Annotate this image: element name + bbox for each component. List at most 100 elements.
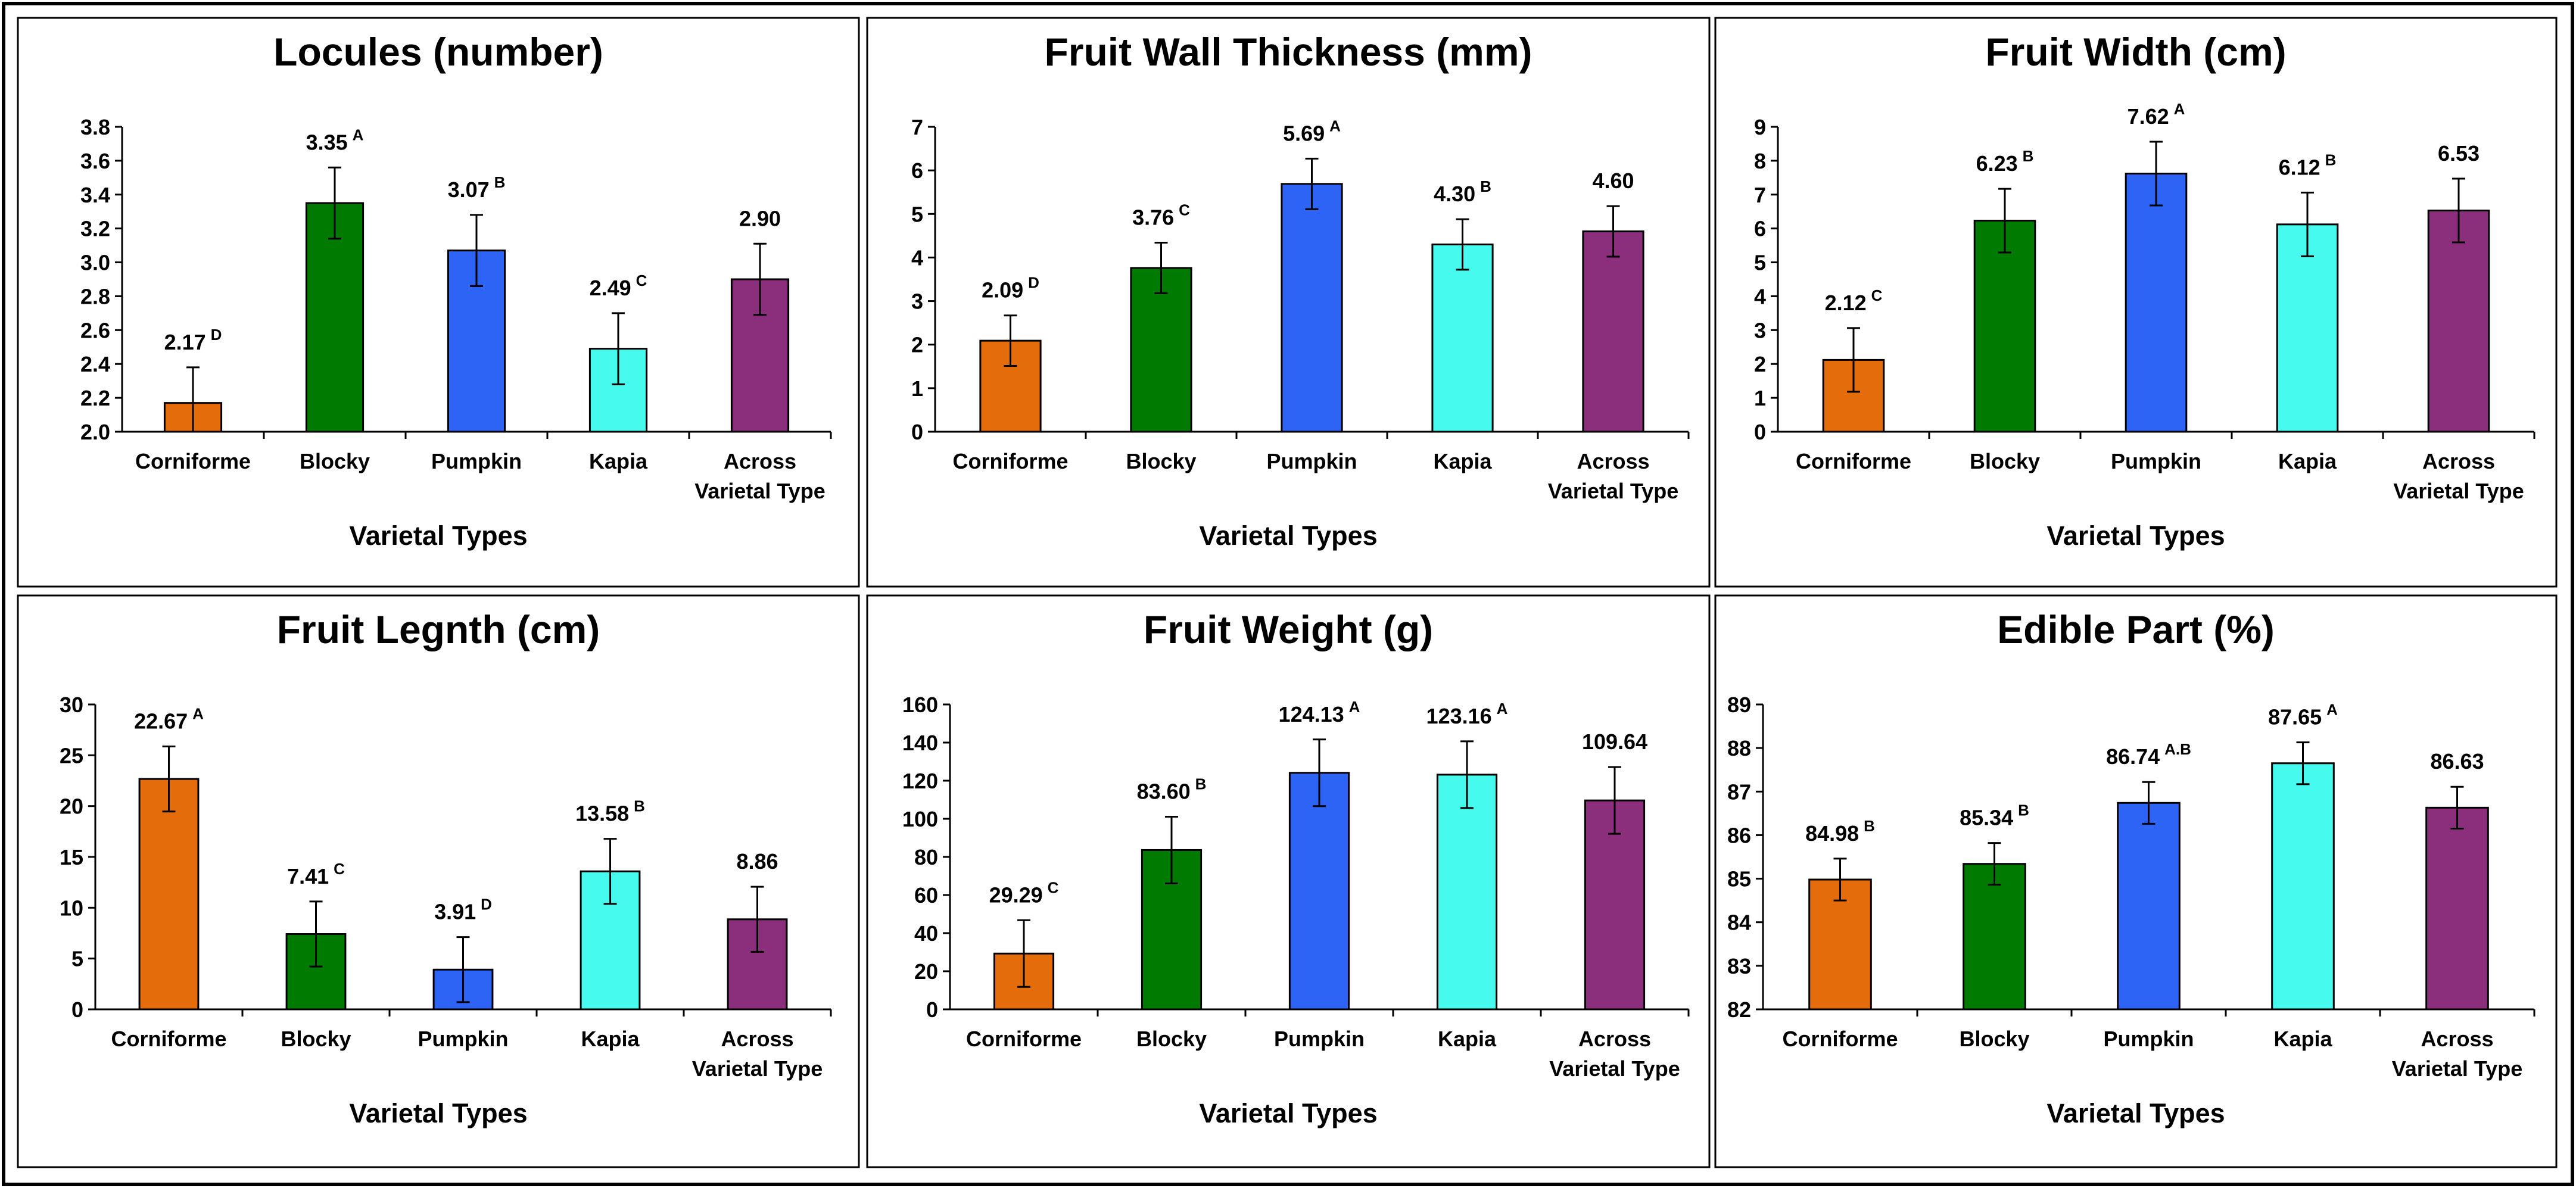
data-label-value: 86.74 [2106,744,2160,769]
y-tick-label: 3 [911,289,923,314]
data-label-value: 4.60 [1592,169,1634,193]
data-label-value: 7.41 [287,864,329,888]
data-label: 13.58 B [575,797,645,826]
x-category-line: Corniforme [111,1027,226,1051]
data-label-value: 2.90 [739,206,781,230]
x-category-label: Pumpkin [2103,1027,2194,1051]
y-tick-label: 4 [911,245,923,270]
y-tick-label: 87 [1727,779,1751,804]
x-category-label: Blocky [281,1027,351,1051]
x-category-line: Blocky [300,449,370,473]
y-tick-label: 2 [911,333,923,357]
data-label: 124.13 A [1279,698,1360,726]
x-category-label: Blocky [1959,1027,2029,1051]
data-label-value: 124.13 [1279,702,1344,726]
significance-letter: A [192,704,204,722]
x-category-line: Corniforme [966,1027,1082,1051]
data-label: 6.23 B [1976,147,2034,176]
y-tick-label: 7 [1754,183,1766,207]
data-label: 83.60 B [1137,775,1207,803]
x-category-line: Across [2421,1027,2493,1051]
y-tick-label: 140 [902,731,938,755]
data-label: 86.63 [2430,749,2484,774]
x-category-label: Corniforme [1796,449,1911,473]
y-tick-label: 4 [1754,284,1766,308]
panel-fruit-weight: Fruit Weight (g) 0 20 40 60 80 100 120 140 160 29… [866,594,1711,1168]
significance-letter: D [1028,274,1039,292]
data-label: 87.65 A [2268,701,2338,729]
y-tick-label: 88 [1727,736,1751,760]
y-tick-label: 7 [911,115,923,139]
y-tick-label: 5 [911,202,923,226]
x-category-label: Corniforme [1782,1027,1898,1051]
data-label-value: 3.35 [306,130,348,154]
significance-letter: A [1329,117,1341,135]
significance-letter: C [1179,201,1190,219]
y-tick-label: 5 [1754,251,1766,275]
x-category-label: Kapia [2278,449,2337,473]
data-label: 7.62 A [2128,100,2185,129]
chart-title: Edible Part (%) [1997,607,2275,651]
significance-letter: B [2023,147,2034,165]
y-tick-label: 3.2 [80,217,110,241]
x-category-line: Across [2422,449,2495,473]
x-category-line: Pumpkin [431,449,522,473]
bar [2276,223,2339,433]
x-axis-label: Varietal Types [349,520,527,551]
significance-letter: C [1871,286,1883,304]
data-label-value: 4.30 [1434,182,1475,206]
x-category-line: Pumpkin [2111,449,2201,473]
significance-letter: B [1864,817,1875,835]
data-label-value: 85.34 [1960,806,2013,830]
bar [1431,243,1494,433]
panel-border [17,594,860,1168]
data-label: 85.34 B [1960,802,2029,830]
x-category-label: Kapia [1433,449,1492,473]
data-label-value: 3.07 [448,177,490,202]
chart-title: Fruit Weight (g) [1144,607,1433,651]
y-tick-label: 89 [1727,693,1751,717]
x-category-label: Kapia [581,1027,640,1051]
data-label: 2.09 D [982,274,1039,303]
y-tick-label: 80 [914,845,938,869]
x-category-line: Varietal Type [2393,479,2524,503]
significance-letter: C [636,272,647,289]
y-tick-label: 5 [71,947,83,971]
data-label: 3.76 C [1132,201,1190,230]
data-label: 109.64 [1582,729,1647,754]
significance-letter: B [494,173,506,191]
data-label: 3.07 B [448,173,506,202]
x-category-label: Across Varietal Type [694,449,825,503]
plot-area: 0 1 2 3 4 5 6 7 8 9 2.12 C Corniforme 6.23 B Blocky 7.62… [1754,100,2535,503]
y-tick-label: 40 [914,921,938,946]
x-category-label: Blocky [1136,1027,1207,1051]
y-tick-label: 30 [60,693,83,717]
significance-letter: B [2325,151,2337,169]
panel-border [17,17,860,588]
data-label-value: 8.86 [736,849,778,874]
data-label-value: 22.67 [134,709,188,733]
bar [2271,762,2335,1011]
bar [1584,799,1646,1011]
x-category-line: Kapia [581,1027,640,1051]
y-tick-label: 6 [1754,217,1766,241]
significance-letter: B [634,797,645,815]
plot-area: 0 5 10 15 20 25 30 22.67 A Corniforme 7.41 C Blocky 3… [60,693,832,1081]
y-tick-label: 0 [911,420,923,444]
significance-letter: A [353,126,364,144]
chart-title: Fruit Wall Thickness (mm) [1044,30,1532,74]
y-tick-label: 3.6 [80,149,110,173]
x-category-line: Corniforme [1796,449,1911,473]
significance-letter: C [1048,878,1059,896]
y-tick-label: 25 [60,743,83,768]
y-tick-label: 82 [1727,997,1751,1022]
y-tick-label: 15 [60,845,83,869]
bar [1963,863,2026,1011]
significance-letter: B [1195,775,1207,793]
x-category-line: Varietal Type [1548,479,1678,503]
data-label-value: 86.63 [2430,749,2484,774]
x-category-line: Varietal Type [694,479,825,503]
data-label-value: 2.09 [982,278,1023,303]
x-category-label: Pumpkin [431,449,522,473]
